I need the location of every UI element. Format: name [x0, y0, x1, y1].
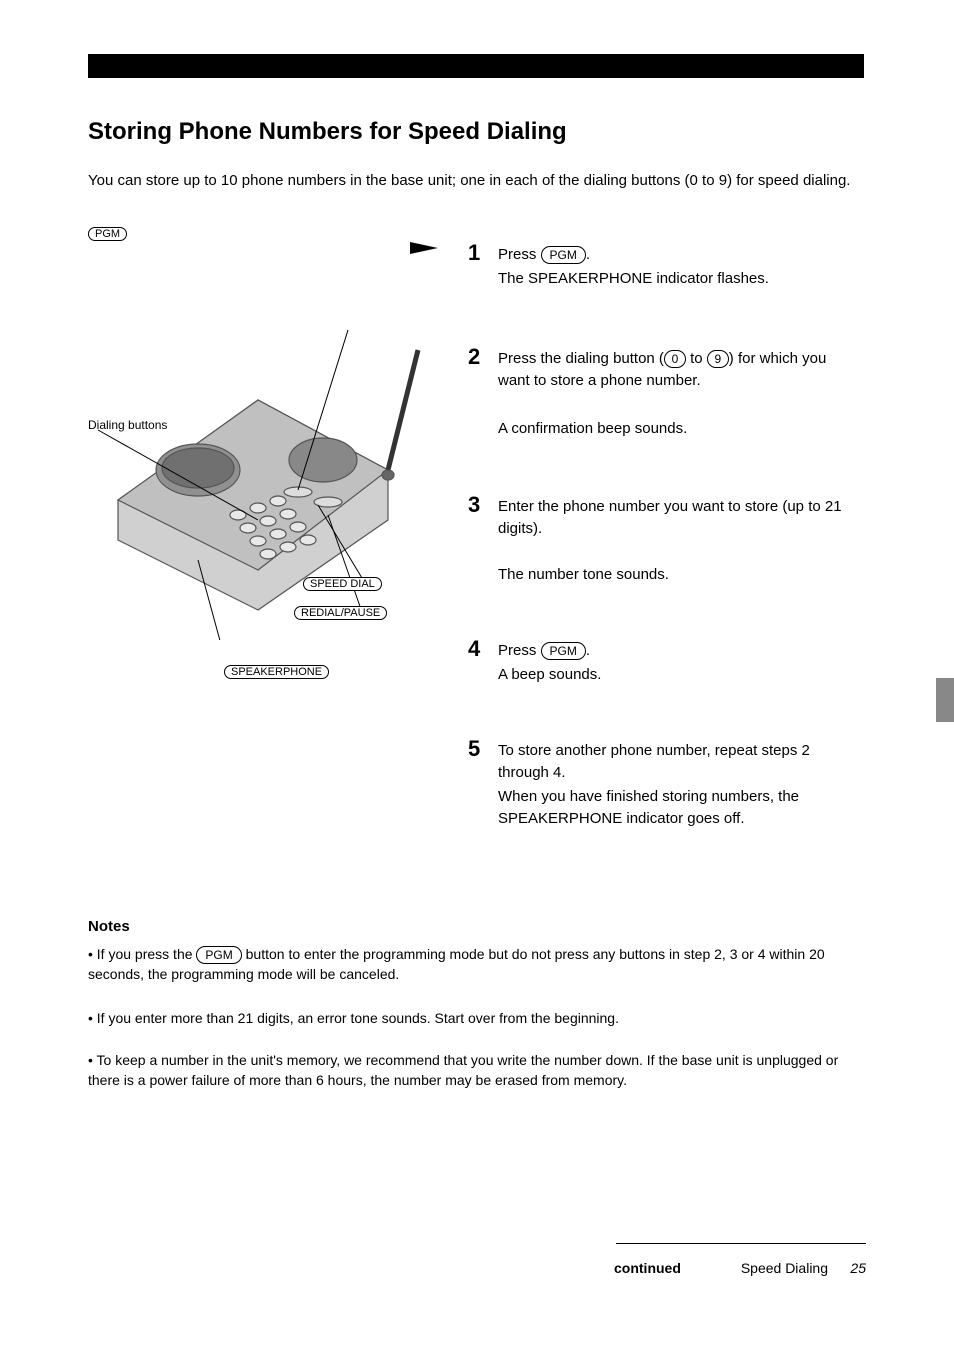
step-4-sub: A beep sounds.	[498, 664, 858, 686]
callout-pgm: PGM	[88, 226, 127, 240]
step-4-text-b: .	[586, 642, 590, 659]
redial-pause-label: REDIAL/PAUSE	[294, 606, 387, 620]
pgm-button: PGM	[541, 246, 586, 264]
note-3: • To keep a number in the unit's memory,…	[88, 1050, 858, 1091]
footer-section: Speed Dialing	[741, 1260, 828, 1276]
step-1-text: Press PGM.	[498, 244, 858, 266]
side-tab	[936, 678, 954, 722]
step-1-sub: The SPEAKERPHONE indicator flashes.	[498, 268, 858, 290]
step-5-number: 5	[468, 736, 480, 762]
step-4-text-a: Press	[498, 642, 541, 659]
intro-text: You can store up to 10 phone numbers in …	[88, 170, 858, 191]
note-1-a: If you press the	[97, 946, 197, 962]
note-1: • If you press the PGM button to enter t…	[88, 944, 858, 985]
notes-heading: Notes	[88, 918, 130, 935]
note-2-text: If you enter more than 21 digits, an err…	[97, 1010, 619, 1026]
step-4-text: Press PGM.	[498, 640, 858, 662]
callout-speakerphone: SPEAKERPHONE	[224, 664, 329, 678]
pgm-label: PGM	[88, 227, 127, 241]
step-1-text-a: Press	[498, 246, 541, 263]
step-5-sub: When you have finished storing numbers, …	[498, 786, 858, 830]
step-2-number: 2	[468, 344, 480, 370]
note-2: • If you enter more than 21 digits, an e…	[88, 1008, 858, 1028]
step-1-number: 1	[468, 240, 480, 266]
speed-dial-label: SPEED DIAL	[303, 577, 382, 591]
step-2-text-a: Press the dialing button (	[498, 350, 664, 367]
page-number: 25	[850, 1260, 866, 1276]
nine-button: 9	[707, 350, 729, 368]
callout-redial-pause: REDIAL/PAUSE	[294, 605, 387, 619]
step-2-sub: A confirmation beep sounds.	[498, 418, 858, 440]
page-heading: Storing Phone Numbers for Speed Dialing	[88, 118, 858, 146]
note-3-text: To keep a number in the unit's memory, w…	[88, 1052, 838, 1088]
continued-label: continued	[614, 1260, 681, 1276]
step-3-number: 3	[468, 492, 480, 518]
speakerphone-label: SPEAKERPHONE	[224, 665, 329, 679]
step-4-number: 4	[468, 636, 480, 662]
callout-dialing-buttons: Dialing buttons	[88, 418, 167, 432]
arrow-icon	[410, 242, 438, 254]
phone-base-illustration	[88, 320, 428, 640]
pgm-button-3: PGM	[196, 946, 241, 964]
header-bar	[88, 54, 864, 78]
step-3-sub: The number tone sounds.	[498, 564, 858, 586]
callout-speed-dial: SPEED DIAL	[303, 576, 382, 590]
step-5-text: To store another phone number, repeat st…	[498, 740, 858, 784]
pgm-button-2: PGM	[541, 642, 586, 660]
step-2-text: Press the dialing button (0 to 9) for wh…	[498, 348, 858, 392]
zero-button: 0	[664, 350, 686, 368]
footer-rule	[616, 1243, 866, 1244]
step-1-text-b: .	[586, 246, 590, 263]
step-2-text-b: to	[686, 350, 707, 367]
step-3-text: Enter the phone number you want to store…	[498, 496, 858, 540]
